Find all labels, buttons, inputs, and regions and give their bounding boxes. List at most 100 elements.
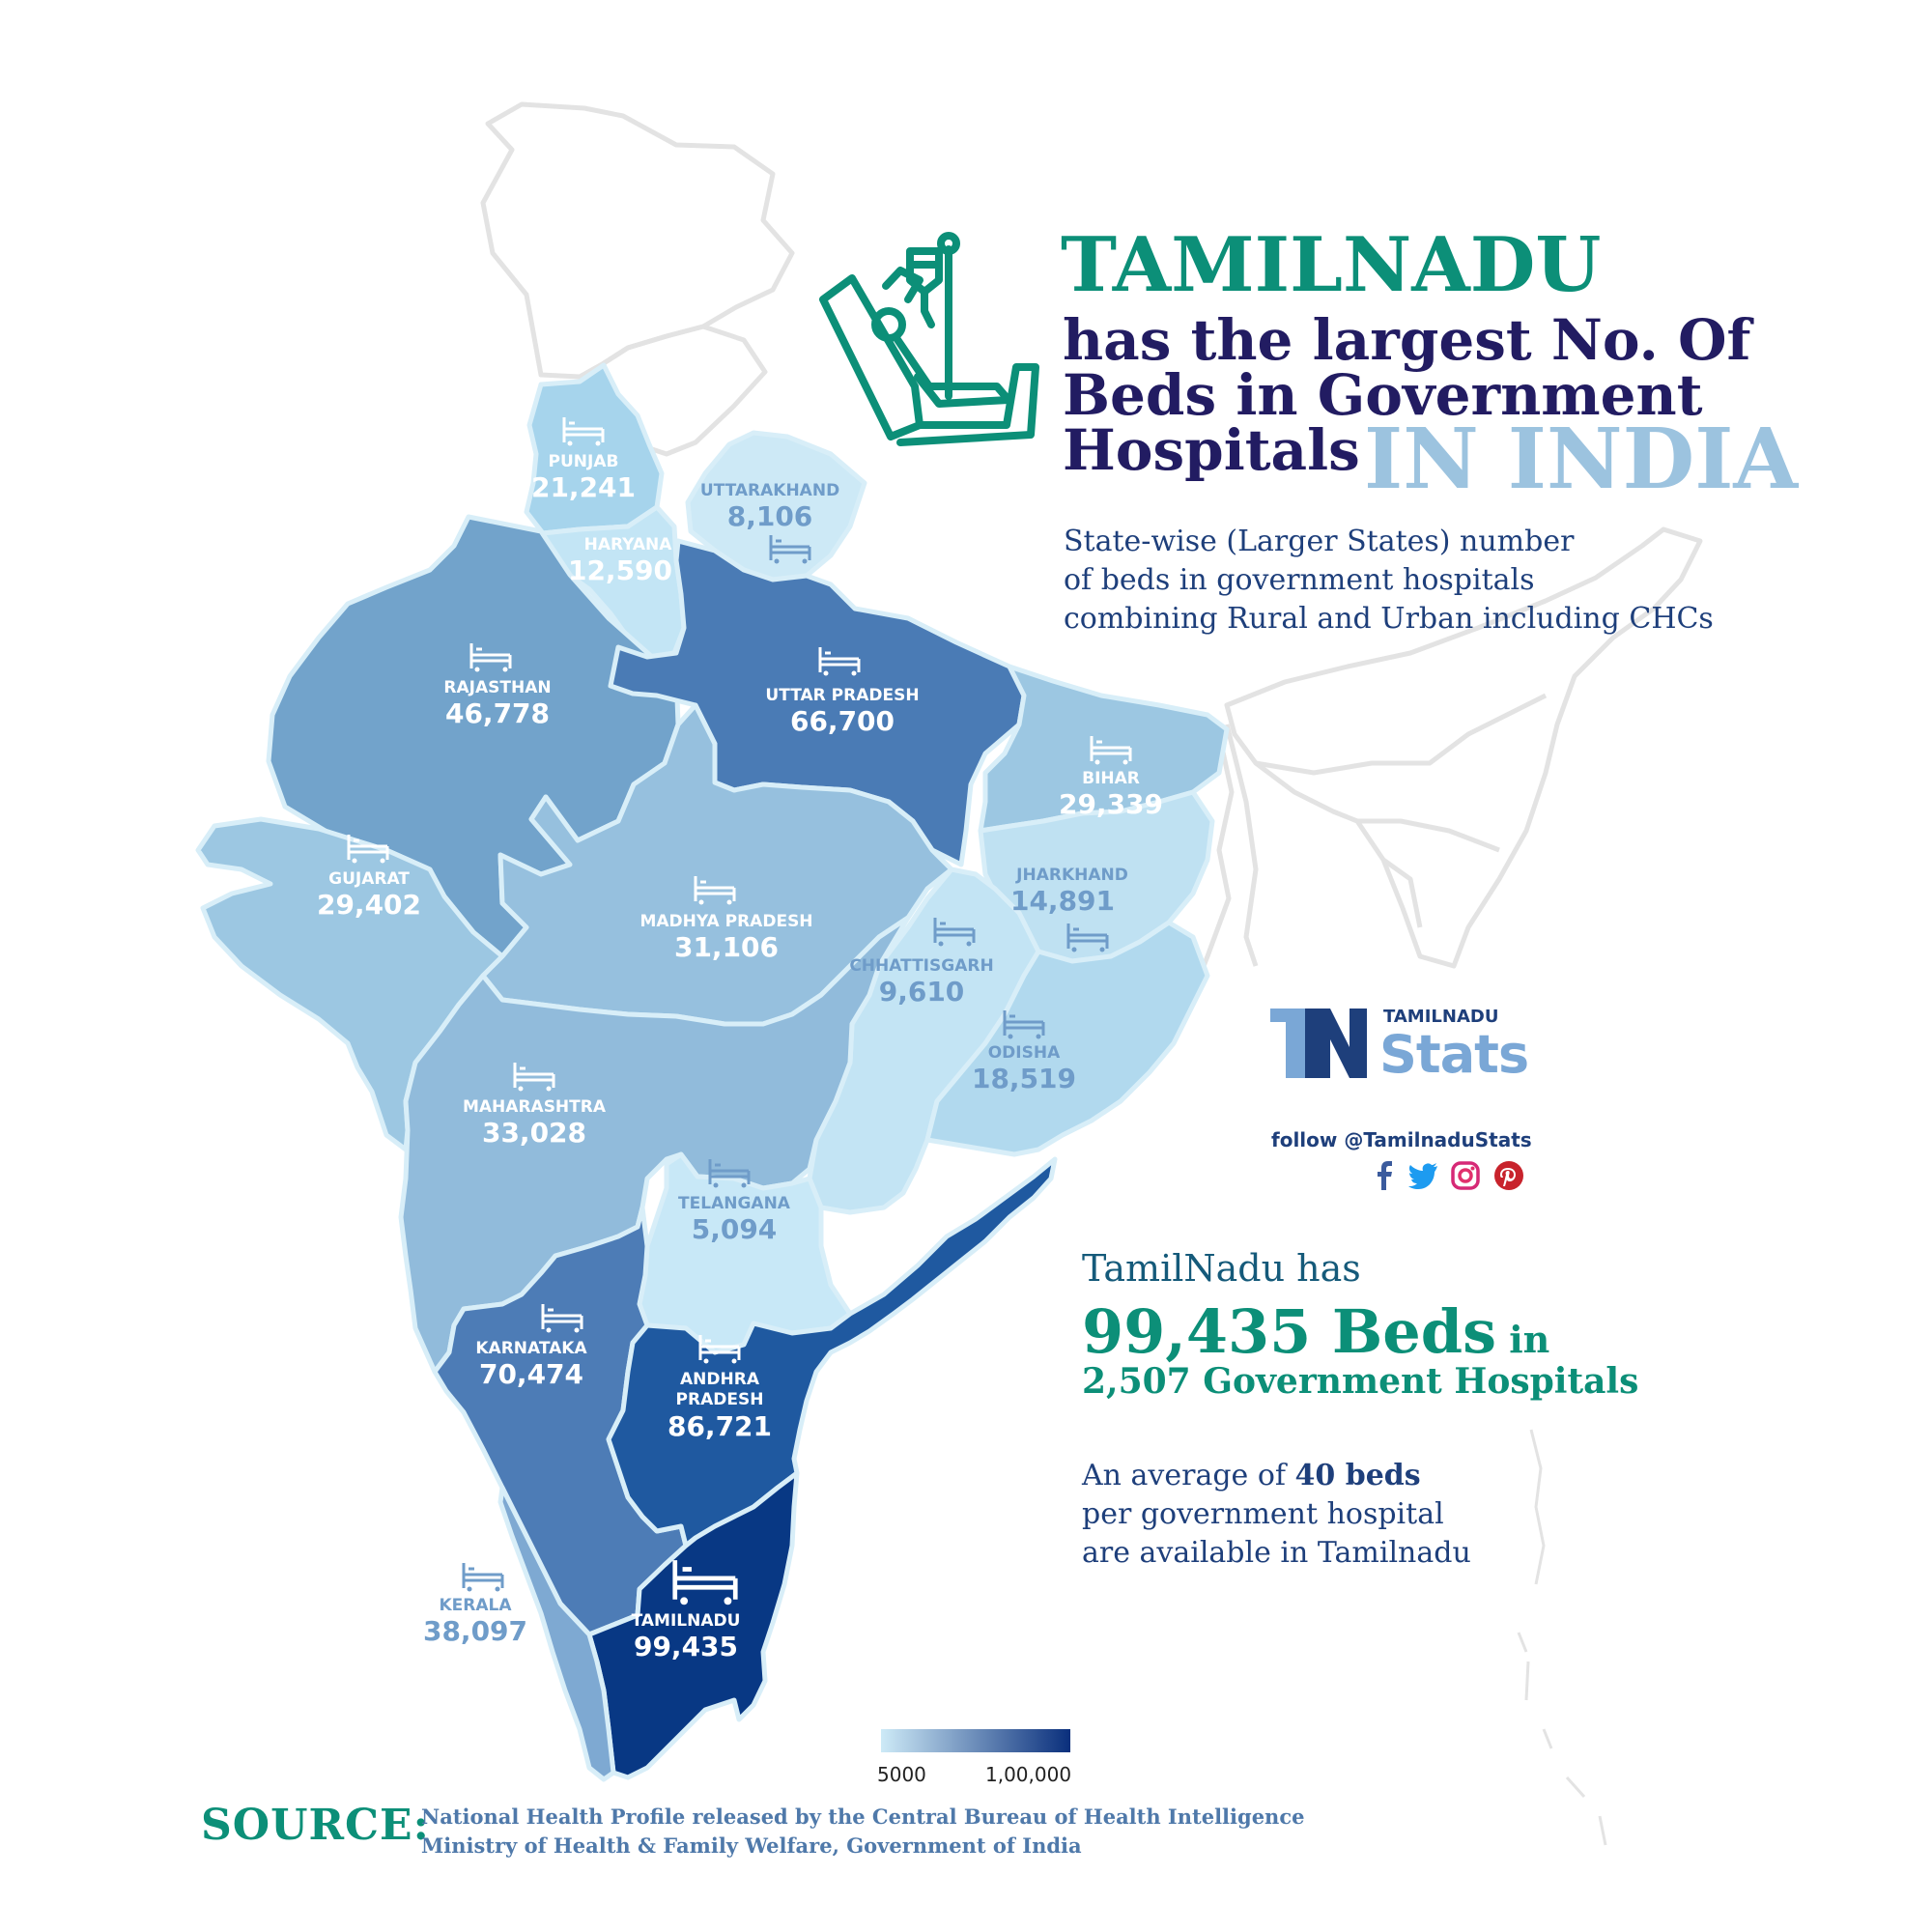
title-line-4: Hospitals bbox=[1063, 417, 1360, 483]
state-value-bihar: 29,339 bbox=[1058, 788, 1164, 820]
region-ne-inner-4 bbox=[1224, 724, 1259, 967]
bed-icon bbox=[1002, 1009, 1046, 1039]
state-value-andhra-pradesh: 86,721 bbox=[667, 1410, 773, 1442]
facebook-icon[interactable] bbox=[1368, 1159, 1401, 1192]
bed-icon bbox=[670, 1557, 740, 1605]
bed-icon bbox=[561, 415, 606, 446]
subtitle: State-wise (Larger States) number of bed… bbox=[1064, 523, 1798, 639]
title-line-1: TAMILNADU bbox=[1061, 221, 1602, 309]
state-value-uttar-pradesh: 66,700 bbox=[789, 705, 895, 737]
state-value-maharashtra: 33,028 bbox=[481, 1117, 587, 1149]
region-ne-inner-3 bbox=[1381, 857, 1423, 928]
source-line-1: National Health Profile released by the … bbox=[421, 1804, 1305, 1829]
state-name-odisha: ODISHA bbox=[987, 1043, 1061, 1063]
state-value-chhattisgarh: 9,610 bbox=[878, 976, 965, 1008]
bed-icon bbox=[469, 641, 513, 672]
state-value-gujarat: 29,402 bbox=[316, 889, 422, 921]
state-name-rajasthan: RAJASTHAN bbox=[443, 678, 552, 697]
state-name-karnataka: KARNATAKA bbox=[475, 1339, 587, 1358]
bed-icon bbox=[932, 916, 977, 947]
legend-max-label: 1,00,000 bbox=[985, 1763, 1072, 1786]
average-text: An average of 40 beds per government hos… bbox=[1082, 1457, 1471, 1573]
bed-icon bbox=[512, 1061, 556, 1092]
instagram-icon[interactable] bbox=[1449, 1159, 1482, 1192]
stat-beds-in: in bbox=[1495, 1318, 1550, 1361]
region-ne-inner-2 bbox=[1357, 818, 1500, 853]
state-value-uttarakhand: 8,106 bbox=[726, 500, 813, 532]
state-odisha[interactable] bbox=[924, 920, 1210, 1157]
state-name-andhra-pradesh: ANDHRA PRADESH bbox=[676, 1370, 764, 1410]
state-value-telangana: 5,094 bbox=[691, 1213, 778, 1245]
twitter-icon[interactable] bbox=[1406, 1159, 1439, 1192]
average-line-2: per government hospital bbox=[1082, 1497, 1444, 1531]
state-name-uttarakhand: UTTARAKHAND bbox=[699, 481, 840, 500]
subtitle-line: combining Rural and Urban including CHCs bbox=[1064, 602, 1714, 636]
bed-icon bbox=[346, 833, 390, 864]
title-line-2: has the largest No. Of bbox=[1063, 307, 1751, 373]
state-name-haryana: HARYANA bbox=[583, 535, 672, 554]
bed-icon bbox=[707, 1157, 752, 1188]
bed-icon bbox=[1065, 922, 1110, 952]
state-value-haryana: 12,590 bbox=[567, 554, 673, 586]
pinterest-icon[interactable] bbox=[1492, 1159, 1525, 1192]
legend-min-label: 5000 bbox=[877, 1763, 926, 1786]
state-name-chhattisgarh: CHHATTISGARH bbox=[849, 956, 994, 976]
state-name-uttar-pradesh: UTTAR PRADESH bbox=[765, 686, 920, 705]
state-name-punjab: PUNJAB bbox=[548, 452, 619, 471]
bed-icon bbox=[697, 1333, 742, 1364]
state-name-jharkhand: JHARKHAND bbox=[1016, 866, 1128, 885]
state-tamilnadu[interactable] bbox=[586, 1470, 800, 1780]
state-name-madhya-pradesh: MADHYA PRADESH bbox=[639, 912, 813, 931]
follow-text[interactable]: follow @TamilnaduStats bbox=[1271, 1128, 1532, 1151]
state-name-andhra-pradesh-text: ANDHRA PRADESH bbox=[675, 1370, 764, 1409]
brand-name-bottom: Stats bbox=[1379, 1024, 1529, 1085]
region-northeast bbox=[1224, 526, 1703, 969]
stat-beds-value: 99,435 Beds bbox=[1082, 1296, 1496, 1367]
stat-beds: 99,435 Beds in bbox=[1082, 1302, 1549, 1362]
region-andaman-islands bbox=[1517, 1429, 1607, 1846]
subtitle-line: State-wise (Larger States) number bbox=[1064, 525, 1575, 558]
state-name-gujarat: GUJARAT bbox=[328, 869, 410, 889]
state-kerala[interactable] bbox=[497, 1485, 616, 1782]
average-line-1: An average of 40 beds bbox=[1082, 1457, 1471, 1495]
state-value-kerala: 38,097 bbox=[422, 1615, 528, 1647]
state-value-karnataka: 70,474 bbox=[478, 1358, 584, 1390]
average-value: 40 beds bbox=[1294, 1459, 1421, 1492]
title-line-3: Beds in Government bbox=[1063, 362, 1703, 428]
hospital-bed-icon bbox=[819, 232, 1039, 446]
region-jammu-kashmir bbox=[480, 101, 795, 380]
bed-icon bbox=[461, 1561, 505, 1592]
region-ne-inner-1 bbox=[1255, 693, 1548, 776]
state-value-punjab: 21,241 bbox=[530, 471, 637, 503]
state-value-odisha: 18,519 bbox=[971, 1063, 1077, 1094]
title-line-5: IN INDIA bbox=[1364, 411, 1799, 508]
average-line-3: are available in Tamilnadu bbox=[1082, 1536, 1471, 1570]
state-punjab[interactable] bbox=[524, 362, 665, 536]
bed-icon bbox=[693, 874, 737, 905]
subtitle-line: of beds in government hospitals bbox=[1064, 563, 1535, 597]
state-value-tamilnadu: 99,435 bbox=[633, 1631, 739, 1662]
state-name-kerala: KERALA bbox=[439, 1596, 512, 1615]
legend-gradient bbox=[881, 1729, 1070, 1752]
tn-logo-icon bbox=[1270, 1009, 1367, 1078]
bed-icon bbox=[817, 645, 862, 676]
source-label: SOURCE: bbox=[201, 1801, 430, 1850]
state-value-jharkhand: 14,891 bbox=[1009, 885, 1116, 917]
state-name-bihar: BIHAR bbox=[1082, 769, 1140, 788]
state-name-tamilnadu: TAMILNADU bbox=[631, 1611, 741, 1631]
stat-line-1: TamilNadu has bbox=[1082, 1247, 1361, 1290]
bed-icon bbox=[768, 533, 812, 564]
stat-hospitals: 2,507 Government Hospitals bbox=[1082, 1361, 1639, 1402]
brand-logo: TAMILNADU Stats bbox=[1270, 1003, 1541, 1099]
state-name-maharashtra: MAHARASHTRA bbox=[462, 1097, 607, 1117]
average-prefix: An average of bbox=[1082, 1459, 1295, 1492]
state-gujarat[interactable] bbox=[195, 816, 505, 1152]
state-value-madhya-pradesh: 31,106 bbox=[673, 931, 780, 963]
state-value-rajasthan: 46,778 bbox=[444, 697, 551, 729]
brand-name-top: TAMILNADU bbox=[1383, 1007, 1499, 1027]
bed-icon bbox=[1089, 734, 1133, 765]
state-name-telangana: TELANGANA bbox=[678, 1194, 790, 1213]
source-line-2: Ministry of Health & Family Welfare, Gov… bbox=[421, 1833, 1082, 1858]
bed-icon bbox=[540, 1302, 584, 1333]
